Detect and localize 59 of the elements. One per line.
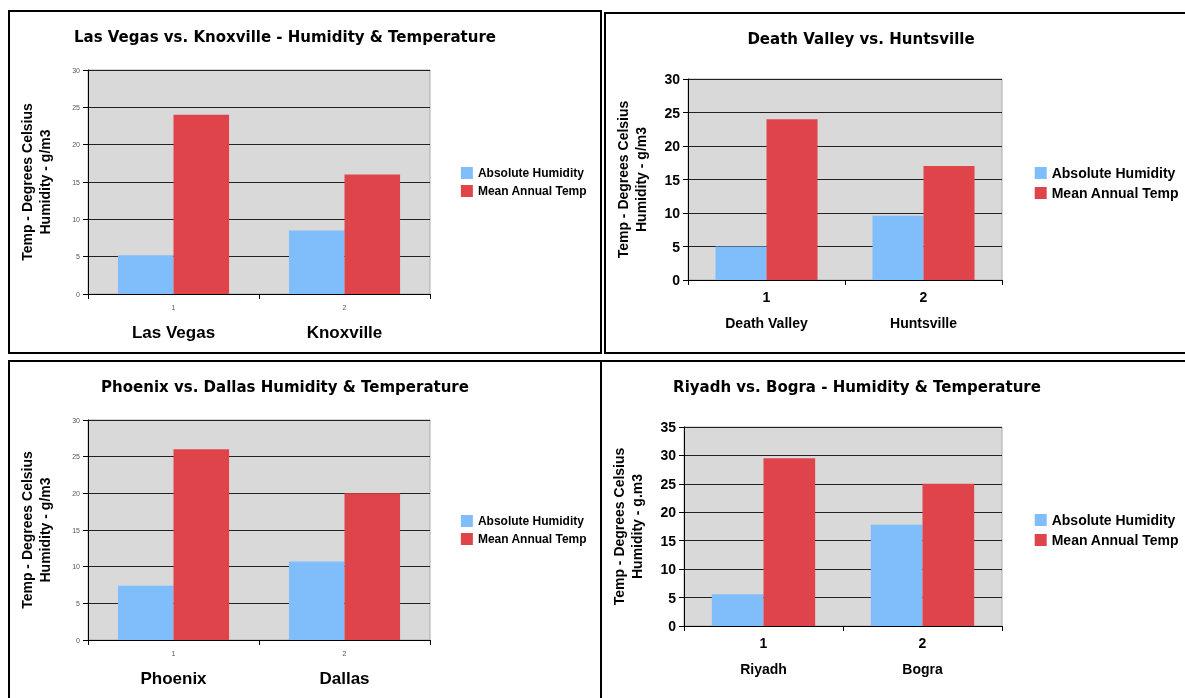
y-tick-label: 20: [660, 504, 677, 521]
bar: [288, 561, 345, 640]
text: Bogra: [902, 661, 943, 677]
bar: [872, 215, 924, 280]
legend-label: Mean Annual Temp: [477, 532, 587, 546]
chart-title: Death Valley vs. Huntsville: [747, 29, 975, 48]
legend-label: Absolute Humidity: [1051, 165, 1176, 181]
bar: [715, 246, 767, 280]
y-tick-label: 0: [668, 618, 677, 634]
legend-label: Absolute Humidity: [477, 514, 585, 528]
bar: [117, 255, 174, 294]
y-tick-label: 5: [668, 589, 677, 606]
bar: [288, 230, 345, 294]
legend-label: Mean Annual Temp: [477, 184, 587, 198]
text: Death Valley: [725, 315, 808, 331]
y-tick-label: 30: [664, 71, 681, 87]
y-tick-label: 10: [660, 561, 677, 578]
text: Huntsville: [890, 315, 958, 331]
text: Knoxville: [306, 323, 383, 342]
bar: [173, 114, 230, 294]
chart-title: Riyadh vs. Bogra - Humidity & Temperature: [673, 377, 1041, 396]
legend-label: Absolute Humidity: [477, 166, 585, 180]
bar: [117, 585, 174, 640]
bar: [173, 449, 230, 640]
y-axis-title: Temp - Degrees Celsius Humidity - g/m3: [19, 102, 53, 261]
bar: [922, 483, 975, 626]
y-tick-label: 5: [672, 238, 681, 255]
text: Las Vegas: [131, 323, 216, 342]
y-axis-title: Temp - Degrees Celsius Humidity - g/m3: [19, 450, 53, 609]
x-tick-label: 2: [918, 635, 927, 651]
y-tick-label: 15: [664, 171, 681, 188]
y-axis-title: Temp - Degrees Celsius Humidity - g/m3: [615, 100, 649, 259]
chart-title: Las Vegas vs. Knoxville - Humidity & Temperature: [73, 27, 497, 46]
y-tick-label: 25: [660, 475, 677, 492]
legend-label: Absolute Humidity: [1051, 512, 1176, 528]
y-tick-label: 15: [660, 532, 677, 549]
x-tick-label: 2: [919, 289, 928, 305]
legend-label: Mean Annual Temp: [1051, 185, 1179, 201]
chart-title: Phoenix vs. Dallas Humidity & Temperature: [101, 377, 469, 396]
x-tick-label: 1: [759, 635, 768, 651]
bar: [923, 166, 975, 280]
bar: [763, 458, 816, 626]
text: Riyadh: [740, 661, 787, 677]
y-axis-title: Temp - Degrees Celsius Humidity - g.m3: [611, 447, 645, 606]
bar: [870, 524, 923, 626]
text: Dallas: [319, 669, 370, 688]
y-tick-label: 10: [664, 205, 681, 221]
bar: [344, 174, 401, 294]
bar: [344, 493, 401, 640]
y-tick-label: 30: [660, 447, 677, 464]
text: Phoenix: [140, 669, 208, 688]
legend-label: Mean Annual Temp: [1051, 532, 1179, 548]
y-tick-label: 0: [672, 272, 681, 288]
x-tick-label: 1: [762, 289, 771, 305]
bar: [766, 119, 818, 280]
y-tick-label: 25: [664, 104, 681, 121]
y-tick-label: 20: [664, 138, 681, 154]
bar: [711, 594, 764, 626]
y-tick-label: 35: [660, 419, 677, 435]
